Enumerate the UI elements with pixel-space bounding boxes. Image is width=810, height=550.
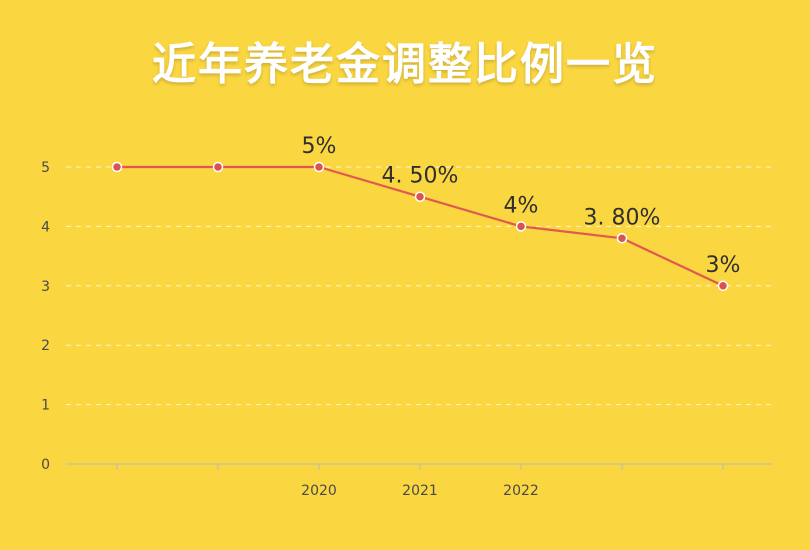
y-tick-label: 1 xyxy=(41,398,50,414)
data-label: 5% xyxy=(302,134,337,159)
y-tick-label: 3 xyxy=(41,279,50,295)
chart-title: 近年养老金调整比例一览 xyxy=(152,39,658,90)
data-point xyxy=(717,280,729,292)
x-tick-label: 2020 xyxy=(301,483,337,499)
data-label: 4. 50% xyxy=(382,164,459,189)
data-points xyxy=(111,161,729,292)
data-point xyxy=(313,161,325,173)
axes: 0 1 2 3 4 5 2020 2021 2022 xyxy=(41,160,772,499)
data-labels: 5% 4. 50% 4% 3. 80% 3% xyxy=(302,134,741,278)
data-point xyxy=(414,191,426,202)
data-label: 3. 80% xyxy=(584,205,661,230)
data-point xyxy=(111,161,123,173)
data-point xyxy=(212,161,224,173)
data-point xyxy=(616,233,628,244)
x-tick-label: 2022 xyxy=(503,483,539,499)
data-point xyxy=(515,221,527,232)
y-tick-label: 2 xyxy=(41,338,50,354)
gridlines xyxy=(66,166,772,406)
data-label: 4% xyxy=(504,193,539,218)
y-tick-label: 4 xyxy=(41,219,50,235)
y-tick-label: 0 xyxy=(41,457,50,473)
y-tick-label: 5 xyxy=(41,160,50,176)
data-label: 3% xyxy=(706,253,741,278)
x-tick-label: 2021 xyxy=(402,483,438,499)
